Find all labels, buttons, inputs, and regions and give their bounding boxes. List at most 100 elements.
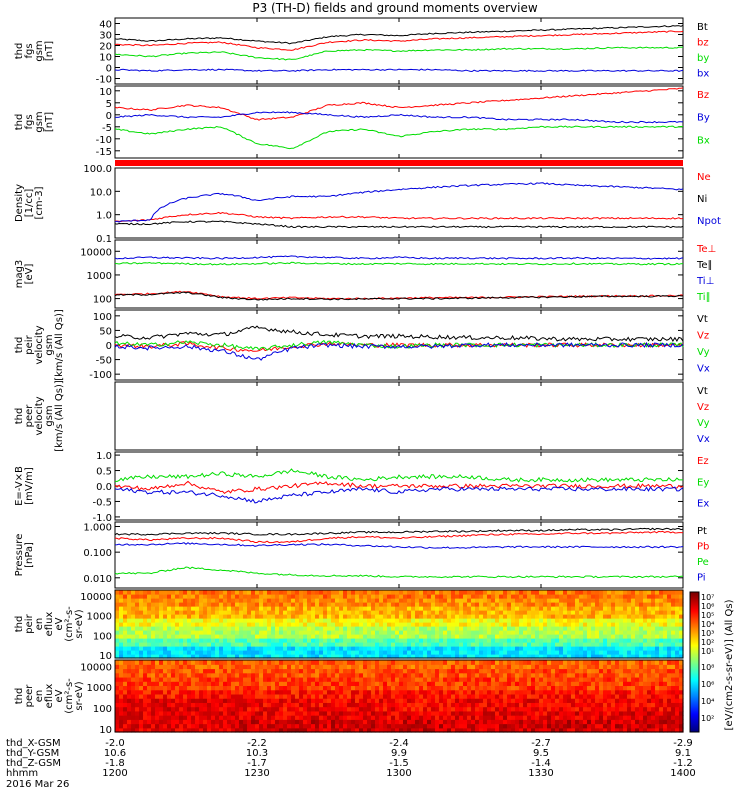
y-tick-label: 1000 bbox=[87, 271, 112, 282]
heatmap-cell bbox=[431, 727, 436, 733]
heatmap-cell bbox=[523, 598, 528, 603]
heatmap-cell bbox=[279, 642, 284, 647]
heatmap-cell bbox=[299, 702, 304, 708]
heatmap-cell bbox=[215, 646, 220, 651]
heatmap-cell bbox=[291, 614, 296, 619]
heatmap-cell bbox=[675, 698, 680, 703]
heatmap-cell bbox=[367, 702, 372, 708]
heatmap-cell bbox=[235, 685, 240, 691]
heatmap-cell bbox=[407, 594, 412, 599]
heatmap-cell bbox=[267, 689, 272, 695]
heatmap-cell bbox=[219, 642, 224, 647]
heatmap-cell bbox=[343, 719, 348, 725]
heatmap-cell bbox=[243, 602, 248, 607]
heatmap-cell bbox=[519, 693, 524, 699]
heatmap-cell bbox=[299, 689, 304, 695]
heatmap-cell bbox=[667, 710, 672, 716]
heatmap-cell bbox=[627, 654, 632, 659]
heatmap-cell bbox=[307, 626, 312, 631]
heatmap-cell bbox=[535, 630, 540, 635]
heatmap-cell bbox=[403, 702, 408, 708]
heatmap-cell bbox=[535, 685, 540, 691]
heatmap-cell bbox=[115, 618, 120, 623]
heatmap-cell bbox=[535, 646, 540, 651]
heatmap-cell bbox=[279, 698, 284, 703]
heatmap-cell bbox=[675, 602, 680, 607]
heatmap-cell bbox=[647, 650, 652, 655]
heatmap-cell bbox=[559, 646, 564, 651]
heatmap-cell bbox=[163, 693, 168, 699]
heatmap-cell bbox=[623, 672, 628, 678]
heatmap-cell bbox=[463, 676, 468, 682]
heatmap-cell bbox=[251, 630, 256, 635]
heatmap-cell bbox=[283, 719, 288, 725]
heatmap-cell bbox=[419, 634, 424, 639]
heatmap-cell bbox=[651, 638, 656, 643]
heatmap-cell bbox=[463, 654, 468, 659]
heatmap-cell bbox=[459, 723, 464, 729]
heatmap-cell bbox=[115, 638, 120, 643]
heatmap-cell bbox=[523, 719, 528, 725]
heatmap-cell bbox=[367, 685, 372, 691]
heatmap-cell bbox=[631, 715, 636, 720]
heatmap-cell bbox=[355, 630, 360, 635]
heatmap-cell bbox=[483, 630, 488, 635]
heatmap-cell bbox=[211, 723, 216, 729]
y-tick-label: 0.1 bbox=[96, 234, 112, 245]
panel-frame bbox=[114, 381, 684, 451]
heatmap-cell bbox=[379, 719, 384, 725]
heatmap-cell bbox=[235, 650, 240, 655]
heatmap-cell bbox=[419, 719, 424, 725]
heatmap-cell bbox=[219, 681, 224, 687]
heatmap-cell bbox=[483, 594, 488, 599]
heatmap-cell bbox=[251, 723, 256, 729]
heatmap-cell bbox=[303, 681, 308, 687]
heatmap-cell bbox=[247, 719, 252, 725]
heatmap-cell bbox=[571, 715, 576, 720]
heatmap-cell bbox=[647, 638, 652, 643]
heatmap-cell bbox=[527, 727, 532, 733]
heatmap-cell bbox=[139, 685, 144, 691]
heatmap-cell bbox=[275, 602, 280, 607]
heatmap-cell bbox=[351, 693, 356, 699]
heatmap-cell bbox=[159, 638, 164, 643]
heatmap-cell bbox=[423, 614, 428, 619]
heatmap-cell bbox=[479, 719, 484, 725]
heatmap-cell bbox=[319, 664, 324, 670]
heatmap-cell bbox=[191, 614, 196, 619]
heatmap-cell bbox=[607, 614, 612, 619]
heatmap-cell bbox=[471, 681, 476, 687]
y-axis-label: mag3 bbox=[14, 260, 25, 289]
heatmap-cell bbox=[519, 702, 524, 708]
heatmap-cell bbox=[491, 698, 496, 703]
legend-by: by bbox=[697, 53, 709, 64]
heatmap-cell bbox=[319, 698, 324, 703]
heatmap-cell bbox=[451, 664, 456, 670]
heatmap-cell bbox=[227, 606, 232, 611]
heatmap-cell bbox=[395, 610, 400, 615]
heatmap-cell bbox=[371, 685, 376, 691]
heatmap-cell bbox=[615, 610, 620, 615]
heatmap-cell bbox=[471, 642, 476, 647]
heatmap-cell bbox=[419, 723, 424, 729]
heatmap-cell bbox=[491, 685, 496, 691]
heatmap-cell bbox=[667, 723, 672, 729]
heatmap-cell bbox=[143, 638, 148, 643]
heatmap-cell bbox=[171, 689, 176, 695]
heatmap-cell bbox=[307, 715, 312, 720]
heatmap-cell bbox=[579, 634, 584, 639]
heatmap-cell bbox=[299, 618, 304, 623]
heatmap-cell bbox=[175, 638, 180, 643]
heatmap-cell bbox=[123, 646, 128, 651]
heatmap-cell bbox=[275, 590, 280, 595]
heatmap-cell bbox=[491, 706, 496, 712]
heatmap-cell bbox=[343, 630, 348, 635]
heatmap-cell bbox=[471, 590, 476, 595]
heatmap-cell bbox=[351, 614, 356, 619]
heatmap-cell bbox=[355, 626, 360, 631]
heatmap-cell bbox=[551, 672, 556, 678]
heatmap-cell bbox=[475, 672, 480, 678]
heatmap-cell bbox=[259, 685, 264, 691]
heatmap-cell bbox=[359, 654, 364, 659]
heatmap-cell bbox=[315, 723, 320, 729]
